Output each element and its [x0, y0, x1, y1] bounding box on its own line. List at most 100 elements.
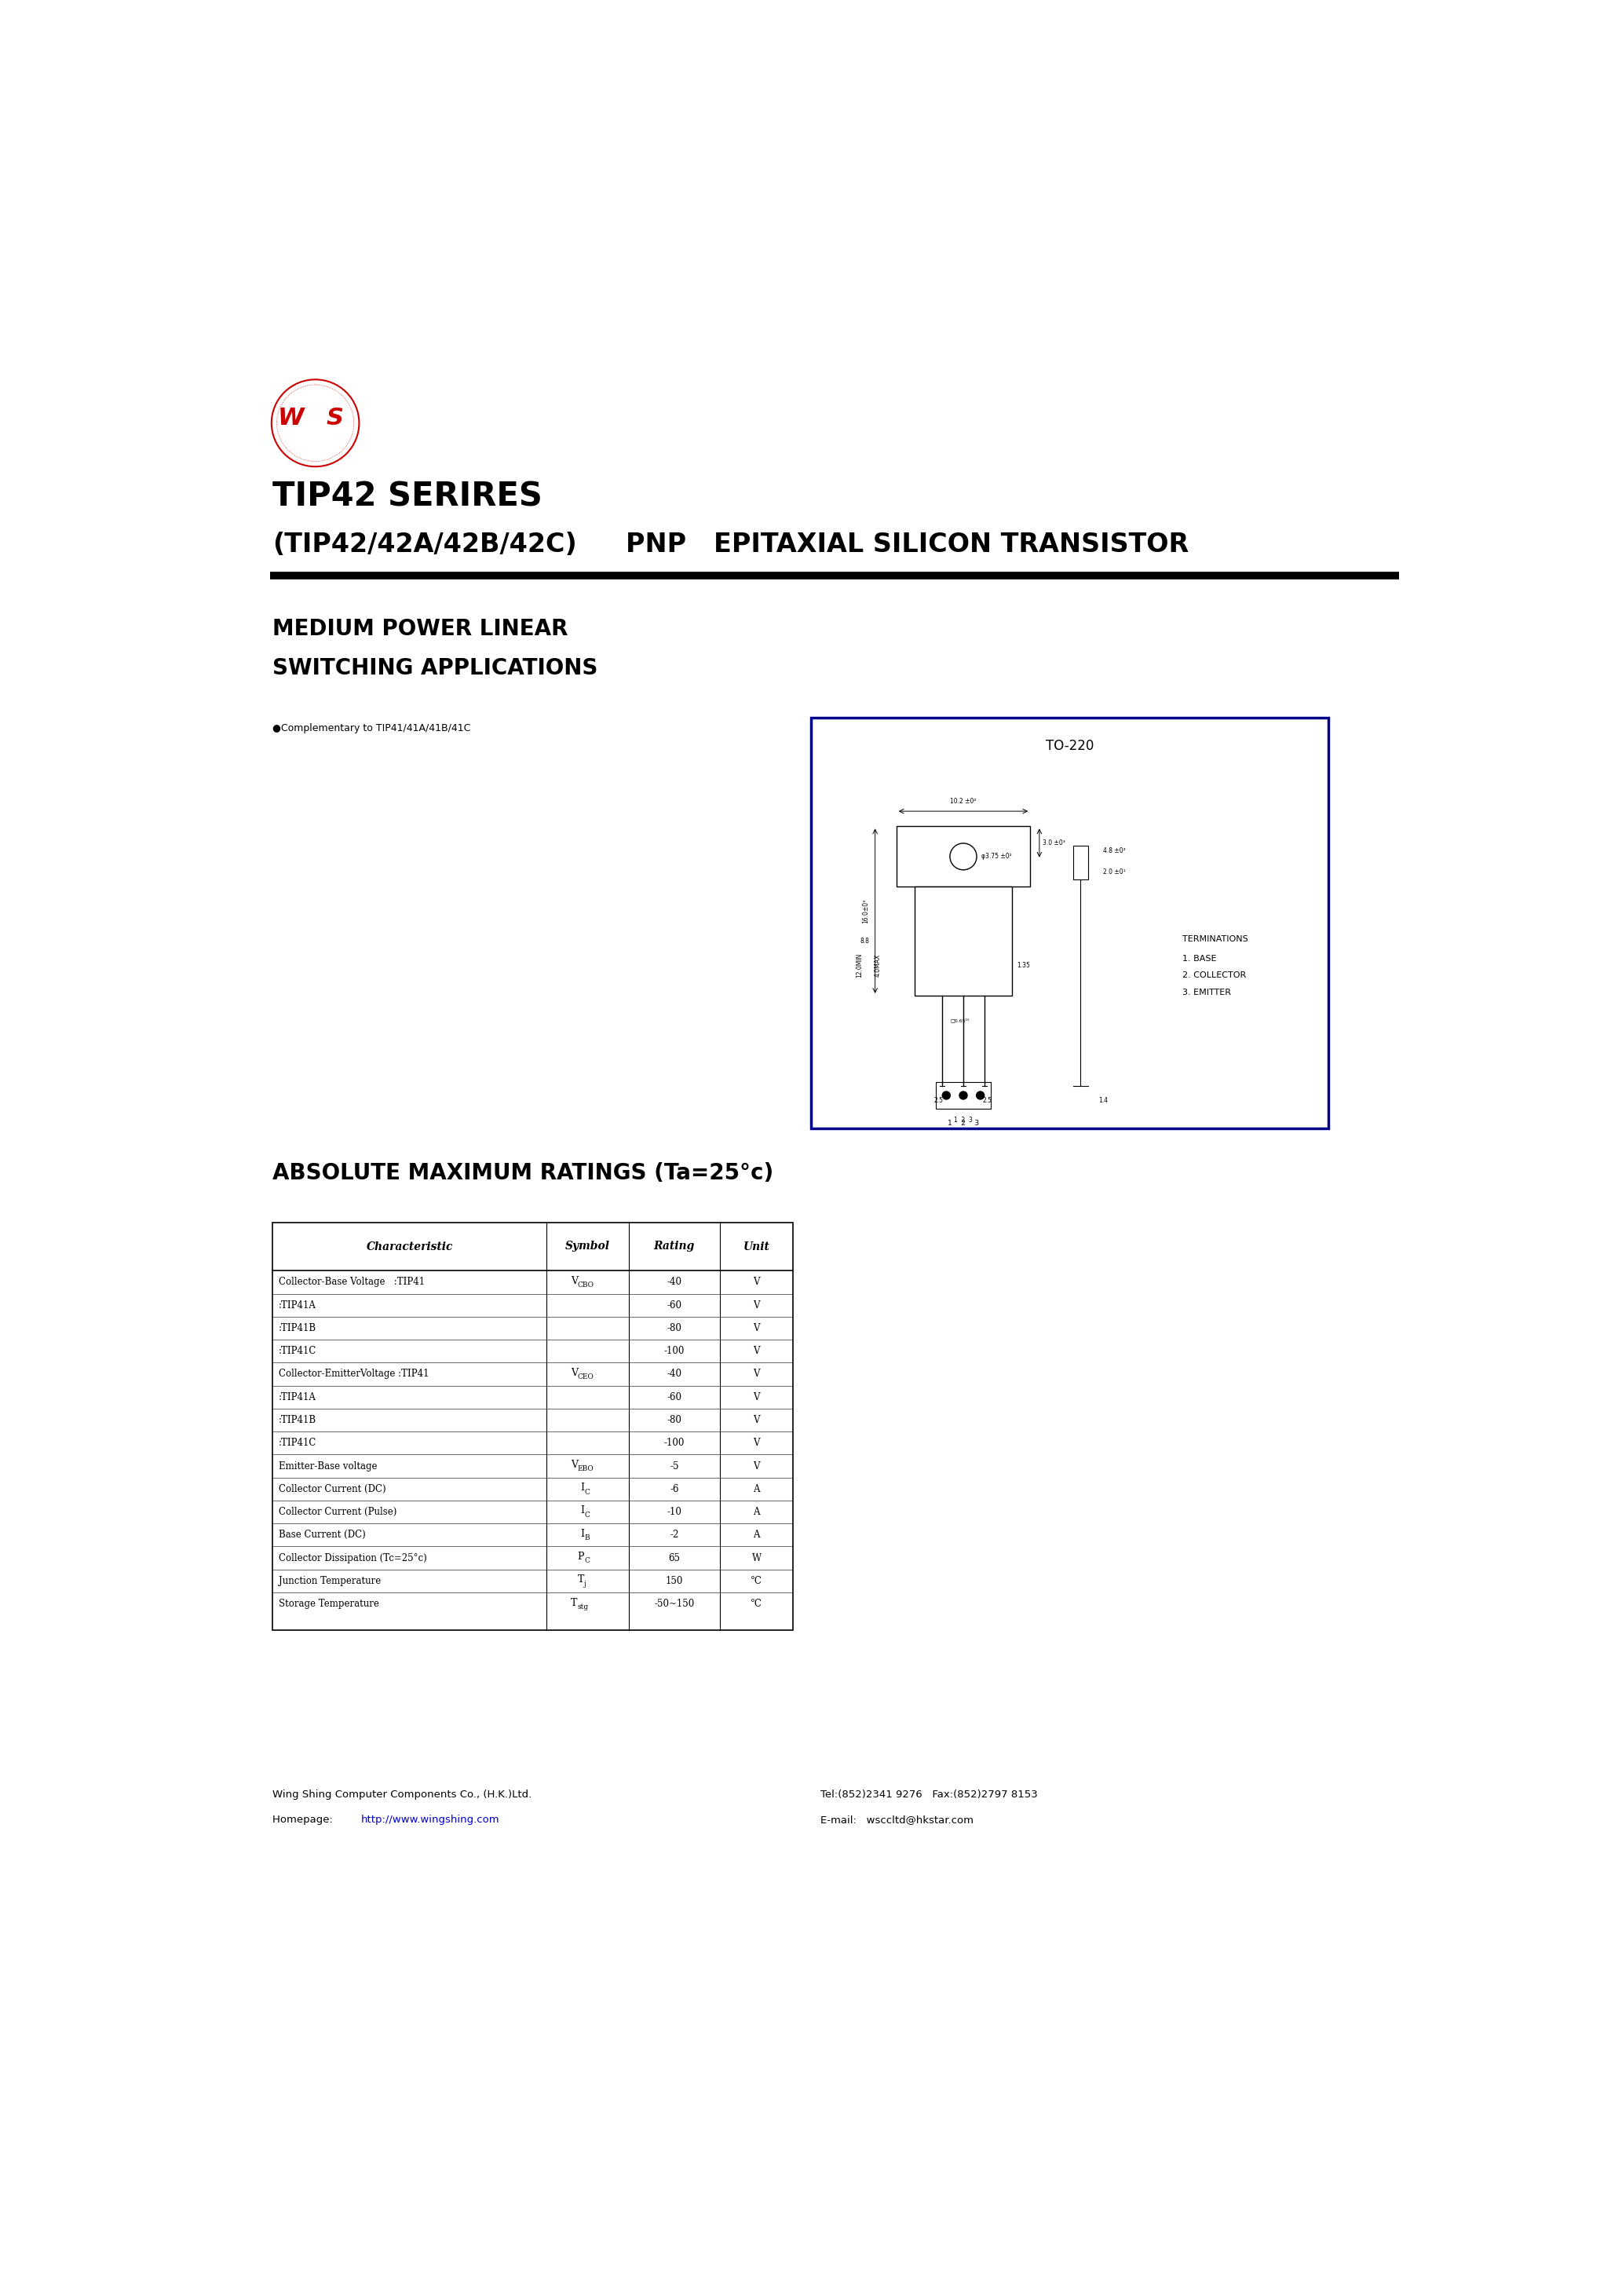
- Text: -40: -40: [667, 1277, 681, 1288]
- Text: Rating: Rating: [654, 1242, 694, 1251]
- Text: -2: -2: [670, 1529, 678, 1541]
- Text: :TIP41C: :TIP41C: [279, 1345, 316, 1357]
- Text: -10: -10: [667, 1506, 681, 1518]
- Text: V: V: [753, 1345, 759, 1357]
- Text: B: B: [584, 1534, 589, 1541]
- Text: φ3.75 ±0²: φ3.75 ±0²: [981, 854, 1012, 861]
- Text: Characteristic: Characteristic: [367, 1242, 453, 1251]
- Text: Collector Current (Pulse): Collector Current (Pulse): [279, 1506, 397, 1518]
- Text: TIP42 SERIRES: TIP42 SERIRES: [272, 480, 543, 514]
- Text: V: V: [753, 1300, 759, 1311]
- Bar: [915, 886, 1012, 996]
- Text: -40: -40: [667, 1368, 681, 1380]
- Text: :TIP41C: :TIP41C: [279, 1437, 316, 1449]
- Text: 1.4: 1.4: [1098, 1097, 1108, 1104]
- Text: V: V: [753, 1437, 759, 1449]
- Text: 3. EMITTER: 3. EMITTER: [1182, 987, 1231, 996]
- Text: S: S: [326, 406, 344, 429]
- Text: 150: 150: [665, 1575, 683, 1587]
- Text: -60: -60: [667, 1300, 681, 1311]
- Text: W: W: [277, 406, 305, 429]
- Text: Tel:(852)2341 9276   Fax:(852)2797 8153: Tel:(852)2341 9276 Fax:(852)2797 8153: [821, 1789, 1038, 1800]
- Text: A: A: [753, 1529, 759, 1541]
- Text: Symbol: Symbol: [564, 1242, 610, 1251]
- Text: j: j: [584, 1580, 587, 1587]
- Text: V: V: [753, 1460, 759, 1472]
- Text: 2.5: 2.5: [934, 1097, 944, 1104]
- Text: -6: -6: [670, 1483, 680, 1495]
- Text: P: P: [577, 1552, 584, 1561]
- Text: :TIP41B: :TIP41B: [279, 1414, 316, 1426]
- Text: 1    2    3: 1 2 3: [947, 1120, 980, 1127]
- Circle shape: [959, 1091, 967, 1100]
- Text: V: V: [571, 1277, 577, 1286]
- Circle shape: [950, 843, 976, 870]
- Text: -60: -60: [667, 1391, 681, 1403]
- Text: PNP   EPITAXIAL SILICON TRANSISTOR: PNP EPITAXIAL SILICON TRANSISTOR: [626, 533, 1189, 558]
- Text: °C: °C: [751, 1598, 762, 1609]
- Text: 10.2 ±0²: 10.2 ±0²: [950, 799, 976, 806]
- Text: 8.8: 8.8: [860, 937, 869, 944]
- Circle shape: [976, 1091, 985, 1100]
- Text: I: I: [581, 1506, 584, 1515]
- Text: -100: -100: [663, 1345, 684, 1357]
- Text: V: V: [753, 1414, 759, 1426]
- Bar: [897, 827, 1030, 886]
- Bar: [811, 716, 1328, 1130]
- Text: -100: -100: [663, 1437, 684, 1449]
- Text: 1.35: 1.35: [1017, 962, 1030, 969]
- Text: 3.0 ±0³: 3.0 ±0³: [1043, 838, 1066, 847]
- Text: ABSOLUTE MAXIMUM RATINGS (Ta=25°c): ABSOLUTE MAXIMUM RATINGS (Ta=25°c): [272, 1162, 774, 1185]
- Text: I: I: [581, 1529, 584, 1538]
- Bar: [936, 1081, 991, 1109]
- Text: □0.65¹⁰: □0.65¹⁰: [950, 1017, 970, 1022]
- Text: V: V: [753, 1391, 759, 1403]
- Text: SWITCHING APPLICATIONS: SWITCHING APPLICATIONS: [272, 657, 599, 680]
- Text: -5: -5: [670, 1460, 680, 1472]
- Text: V: V: [571, 1460, 577, 1469]
- Text: T: T: [577, 1575, 584, 1584]
- Text: C: C: [584, 1511, 590, 1518]
- Text: :TIP41A: :TIP41A: [279, 1300, 316, 1311]
- Text: (TIP42/42A/42B/42C): (TIP42/42A/42B/42C): [272, 533, 577, 558]
- Text: C: C: [584, 1488, 590, 1495]
- Bar: [1072, 845, 1088, 879]
- Bar: [272, 1221, 793, 1630]
- Text: 2.0 ±0¹: 2.0 ±0¹: [1103, 868, 1126, 875]
- Text: -80: -80: [667, 1322, 681, 1334]
- Text: Collector Dissipation (Tc=25°c): Collector Dissipation (Tc=25°c): [279, 1552, 427, 1564]
- Text: 4.0MAX: 4.0MAX: [874, 953, 881, 976]
- Text: Unit: Unit: [743, 1242, 770, 1251]
- Text: V: V: [753, 1368, 759, 1380]
- Text: 1. BASE: 1. BASE: [1182, 955, 1216, 962]
- Text: W: W: [751, 1552, 761, 1564]
- Circle shape: [942, 1091, 950, 1100]
- Text: Junction Temperature: Junction Temperature: [279, 1575, 381, 1587]
- Text: T: T: [571, 1598, 577, 1607]
- Text: http://www.wingshing.com: http://www.wingshing.com: [362, 1814, 500, 1825]
- Text: EBO: EBO: [577, 1465, 594, 1472]
- Text: Wing Shing Computer Components Co., (H.K.)Ltd.: Wing Shing Computer Components Co., (H.K…: [272, 1789, 532, 1800]
- Text: stg: stg: [577, 1603, 589, 1609]
- Text: Collector Current (DC): Collector Current (DC): [279, 1483, 386, 1495]
- Text: 65: 65: [668, 1552, 680, 1564]
- Text: Emitter-Base voltage: Emitter-Base voltage: [279, 1460, 378, 1472]
- Text: 2. COLLECTOR: 2. COLLECTOR: [1182, 971, 1246, 980]
- Text: A: A: [753, 1483, 759, 1495]
- Text: :TIP41B: :TIP41B: [279, 1322, 316, 1334]
- Text: Base Current (DC): Base Current (DC): [279, 1529, 365, 1541]
- Text: E-mail:   wsccltd@hkstar.com: E-mail: wsccltd@hkstar.com: [821, 1814, 973, 1825]
- Text: V: V: [753, 1277, 759, 1288]
- Text: C: C: [584, 1557, 590, 1564]
- Text: TERMINATIONS: TERMINATIONS: [1182, 934, 1247, 944]
- Text: CBO: CBO: [577, 1281, 594, 1288]
- Text: -80: -80: [667, 1414, 681, 1426]
- Text: MEDIUM POWER LINEAR: MEDIUM POWER LINEAR: [272, 618, 568, 641]
- Text: 16.0±0³: 16.0±0³: [861, 898, 869, 923]
- Text: CEO: CEO: [577, 1373, 594, 1380]
- Text: I: I: [581, 1483, 584, 1492]
- Text: 2.5: 2.5: [983, 1097, 993, 1104]
- Text: TO-220: TO-220: [1046, 739, 1093, 753]
- Text: V: V: [753, 1322, 759, 1334]
- Text: Homepage:: Homepage:: [272, 1814, 339, 1825]
